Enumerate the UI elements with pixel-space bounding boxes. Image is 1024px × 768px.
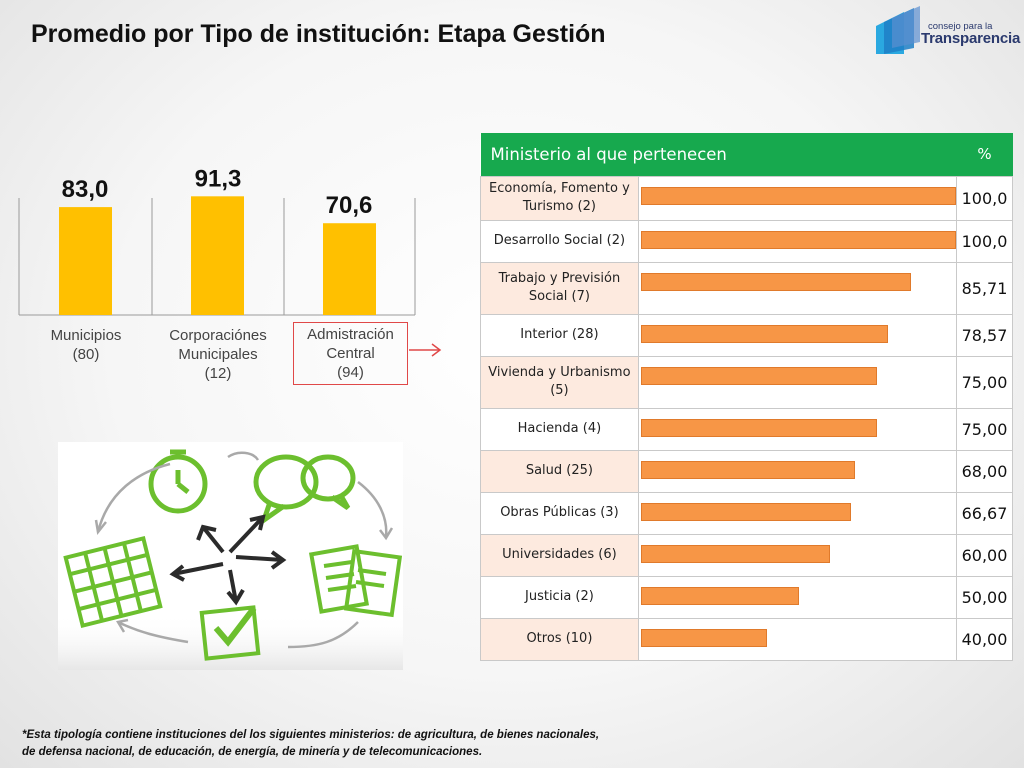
direction-arrows-icon (169, 514, 287, 606)
ministry-bar (640, 418, 877, 437)
table-header-row: Ministerio al que pertenecen % (480, 133, 1013, 176)
table-row: Vivienda y Urbanismo (5) 75,00 (480, 355, 1013, 409)
ministry-bar-cell (637, 175, 958, 221)
value-label-admin-central: 70,6 (326, 192, 373, 219)
ministry-name-cell: Interior (28) (480, 313, 639, 357)
speech-bubbles-icon (253, 454, 356, 527)
calendar-icon (63, 535, 163, 629)
table-row: Hacienda (4) 75,00 (480, 407, 1013, 451)
table-row: Universidades (6) 60,00 (480, 533, 1013, 577)
ministry-bar (640, 502, 851, 521)
bar-corporaciones (191, 196, 244, 315)
ministry-table: Ministerio al que pertenecen % Economía,… (480, 133, 1013, 661)
ministry-percent-cell: 100,0 (956, 219, 1013, 263)
ministry-percent-cell: 68,00 (956, 449, 1013, 493)
ministry-percent-cell: 75,00 (956, 407, 1013, 451)
ministry-bar (640, 186, 956, 205)
ministry-name-cell: Salud (25) (480, 449, 639, 493)
ministry-bar (640, 324, 888, 343)
ministry-name-cell: Justicia (2) (480, 575, 639, 619)
ministry-percent-cell: 66,67 (956, 491, 1013, 535)
footnote-line-1: *Esta tipología contiene instituciones d… (22, 729, 600, 741)
ministry-name-cell: Universidades (6) (480, 533, 639, 577)
bar-admin-central (323, 223, 376, 315)
table-row: Economía, Fomento y Turismo (2) 100,0 (480, 175, 1013, 221)
footnote: *Esta tipología contiene instituciones d… (22, 727, 722, 761)
footnote-line-2: de defensa nacional, de educación, de en… (22, 746, 483, 758)
bar-municipios (59, 207, 112, 315)
ministry-bar (640, 272, 911, 291)
ministry-bar-cell (637, 575, 958, 619)
table-row: Trabajo y Previsión Social (7) 85,71 (480, 261, 1013, 315)
ministry-percent-cell: 40,00 (956, 617, 1013, 661)
ministry-bar-cell (637, 617, 958, 661)
category-label-corporaciones: Corporaciónes Municipales (12) (169, 327, 267, 382)
ministry-bar (640, 460, 855, 479)
table-row: Desarrollo Social (2) 100,0 (480, 219, 1013, 263)
category-label-municipios: Municipios (80) (50, 327, 122, 363)
stopwatch-icon (148, 449, 208, 514)
ministry-bar (640, 366, 877, 385)
logo-big-text: Transparencia (921, 30, 1021, 47)
ministry-percent-cell: 75,00 (956, 355, 1013, 409)
ministry-bar-cell (637, 219, 958, 263)
value-label-municipios: 83,0 (62, 176, 109, 203)
institution-bar-chart: 83,0 91,3 70,6 (0, 160, 470, 400)
bar-chart-svg: 83,0 91,3 70,6 (18, 165, 416, 316)
category-label-admin-central: Admistración Central (94) (293, 322, 408, 385)
ministry-name-cell: Desarrollo Social (2) (480, 219, 639, 263)
ministry-percent-cell: 100,0 (956, 175, 1013, 221)
ministry-bar-cell (637, 533, 958, 577)
table-row: Salud (25) 68,00 (480, 449, 1013, 493)
ministry-bar-cell (637, 313, 958, 357)
table-row: Otros (10) 40,00 (480, 617, 1013, 661)
ministry-bar-cell (637, 491, 958, 535)
right-arrow-icon (409, 343, 442, 357)
ministry-bar (640, 544, 830, 563)
table-row: Obras Públicas (3) 66,67 (480, 491, 1013, 535)
page-title: Promedio por Tipo de institución: Etapa … (31, 20, 606, 48)
ministry-name-cell: Obras Públicas (3) (480, 491, 639, 535)
ministry-percent-cell: 85,71 (956, 261, 1013, 315)
process-illustration (58, 442, 403, 670)
ministry-name-cell: Vivienda y Urbanismo (5) (480, 355, 639, 409)
checkbox-icon (199, 605, 261, 661)
ministry-name-cell: Trabajo y Previsión Social (7) (480, 261, 639, 315)
ministry-bar (640, 586, 799, 605)
ministry-name-cell: Otros (10) (480, 617, 639, 661)
value-label-corporaciones: 91,3 (195, 165, 242, 192)
ministry-percent-cell: 60,00 (956, 533, 1013, 577)
ministry-bar (640, 628, 767, 647)
ministry-bar (640, 230, 956, 249)
transparency-logo (876, 6, 920, 54)
table-row: Justicia (2) 50,00 (480, 575, 1013, 619)
ministry-bar-cell (637, 407, 958, 451)
ministry-bar-cell (637, 261, 958, 315)
documents-icon (308, 544, 403, 618)
ministry-bar-cell (637, 355, 958, 409)
table-header-ministry: Ministerio al que pertenecen (480, 133, 957, 176)
ministry-percent-cell: 78,57 (956, 313, 1013, 357)
table-header-percent: % (956, 133, 1013, 176)
ministry-name-cell: Hacienda (4) (480, 407, 639, 451)
ministry-bar-cell (637, 449, 958, 493)
cycle-arrows-icon (94, 451, 394, 649)
table-row: Interior (28) 78,57 (480, 313, 1013, 357)
logo-small-text: consejo para la (928, 21, 993, 32)
ministry-percent-cell: 50,00 (956, 575, 1013, 619)
ministry-name-cell: Economía, Fomento y Turismo (2) (480, 175, 639, 221)
